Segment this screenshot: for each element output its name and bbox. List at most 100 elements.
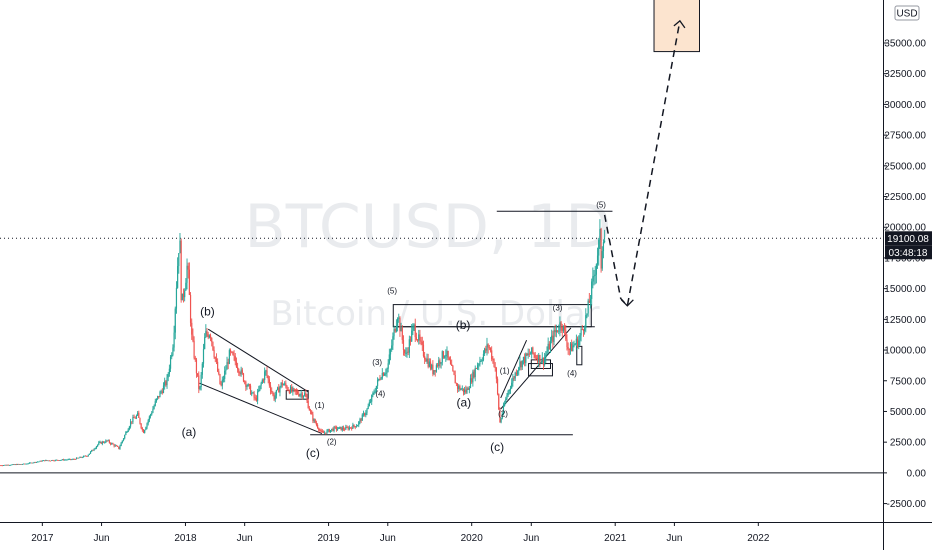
candle-body — [538, 354, 540, 363]
price-axis[interactable]: 35000.00 32500.00 30000.00 27500.00 25000.00… — [883, 38, 926, 510]
candle-body — [388, 354, 390, 364]
candle-body — [18, 464, 20, 465]
candle-body — [415, 337, 418, 340]
candle-body — [217, 361, 219, 372]
candle-body — [453, 370, 455, 375]
price-tick-label: 15000.00 — [884, 284, 926, 295]
time-axis[interactable]: 2017 Jun 2018 Jun 2019 Jun 2020 Jun 2021 Jun 2022 — [31, 522, 770, 544]
candle-body — [169, 357, 172, 369]
price-tick-label: 35000.00 — [884, 38, 926, 49]
candle-body — [359, 419, 361, 422]
candle-body — [354, 426, 356, 428]
candle-body — [338, 427, 340, 429]
candle-body — [261, 379, 263, 384]
wave-labels: (a) (b) (c) (1) (2) (3) (4) (5) (a) (b) (c) (1) (2) (… — [182, 201, 607, 460]
candle-body — [129, 421, 132, 427]
candle-body — [97, 444, 99, 447]
candle-body — [449, 360, 452, 365]
candle-body — [304, 393, 306, 396]
candle-body — [533, 353, 535, 355]
candle-body — [45, 460, 47, 462]
candle-body — [74, 459, 76, 460]
symbol-watermark: BTCUSD, 1D — [245, 192, 612, 262]
candle-body — [342, 427, 345, 430]
candle-body — [20, 464, 22, 465]
candle-body — [46, 460, 48, 461]
price-tick-label: 12500.00 — [884, 315, 926, 326]
candle-body — [589, 298, 592, 303]
candle-body — [133, 417, 135, 419]
candle-body — [402, 339, 405, 350]
candle-body — [251, 392, 253, 395]
candle-body — [395, 325, 398, 332]
candle-body — [255, 397, 258, 401]
candle-body — [507, 390, 509, 396]
candle-body — [24, 463, 26, 465]
candle-body — [528, 353, 530, 355]
candle-body — [436, 365, 439, 367]
candle-body — [447, 350, 449, 358]
candle-body — [240, 369, 242, 375]
candle-body — [336, 428, 339, 430]
candle-body — [224, 370, 226, 379]
candle-body — [362, 413, 365, 415]
candle-body — [499, 409, 501, 423]
candle-body — [438, 360, 440, 367]
candle-body — [567, 347, 569, 349]
candle-body — [366, 408, 368, 413]
candle-body — [40, 460, 42, 462]
candle-body — [316, 424, 319, 429]
candle-body — [47, 460, 49, 462]
candle-body — [48, 460, 51, 462]
candle-body — [516, 370, 519, 375]
candle-body — [433, 370, 435, 375]
candle-body — [364, 413, 366, 416]
candle-body — [55, 459, 58, 461]
candle-body — [247, 384, 249, 387]
candle-body — [586, 313, 588, 316]
candle-body — [325, 432, 327, 434]
candle-body — [536, 358, 539, 363]
wave-label: (5) — [596, 201, 606, 210]
candle-body — [488, 347, 490, 349]
candle-body — [102, 441, 105, 443]
candle-body — [275, 389, 278, 396]
candle-body — [152, 408, 154, 413]
candle-body — [451, 364, 453, 366]
candle-body — [11, 464, 13, 466]
candle-body — [327, 429, 329, 431]
candle-body — [434, 370, 436, 372]
candle-body — [193, 340, 195, 358]
candle-body — [127, 429, 129, 432]
candle-body — [541, 357, 543, 363]
candle-body — [526, 353, 528, 356]
candle-body — [440, 362, 442, 364]
candle-body — [284, 383, 286, 385]
candle-body — [29, 462, 32, 464]
candle-body — [474, 368, 476, 378]
candle-body — [319, 430, 321, 432]
candle-body — [539, 354, 541, 364]
subtitle-watermark: Bitcoin / U.S. Dollar — [270, 294, 599, 334]
candle-body — [258, 389, 260, 392]
candle-body — [349, 427, 352, 429]
candle-body — [161, 391, 163, 393]
candle-body — [278, 387, 280, 393]
candle-body — [201, 363, 203, 375]
candle-body — [27, 463, 29, 465]
candle-body — [91, 449, 93, 452]
wedge-lower-line — [199, 382, 323, 435]
candle-body — [214, 356, 216, 359]
candle-body — [219, 374, 221, 385]
candle-body — [291, 387, 293, 392]
currency-button[interactable]: USD — [894, 5, 920, 21]
candle-body — [514, 372, 516, 379]
candle-body — [92, 449, 94, 451]
candle-body — [429, 361, 432, 369]
candle-body — [118, 446, 120, 449]
candle-body — [212, 341, 214, 350]
candle-body — [60, 459, 62, 461]
candle-body — [80, 456, 82, 458]
candle-body — [135, 415, 138, 419]
